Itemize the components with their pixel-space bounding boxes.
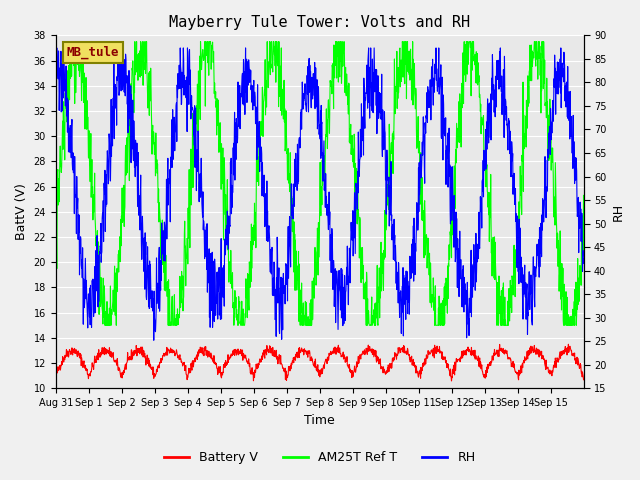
Legend: Battery V, AM25T Ref T, RH: Battery V, AM25T Ref T, RH <box>159 446 481 469</box>
Y-axis label: BattV (V): BattV (V) <box>15 183 28 240</box>
Y-axis label: RH: RH <box>612 203 625 221</box>
X-axis label: Time: Time <box>304 414 335 427</box>
Title: Mayberry Tule Tower: Volts and RH: Mayberry Tule Tower: Volts and RH <box>169 15 470 30</box>
Text: MB_tule: MB_tule <box>67 46 119 59</box>
